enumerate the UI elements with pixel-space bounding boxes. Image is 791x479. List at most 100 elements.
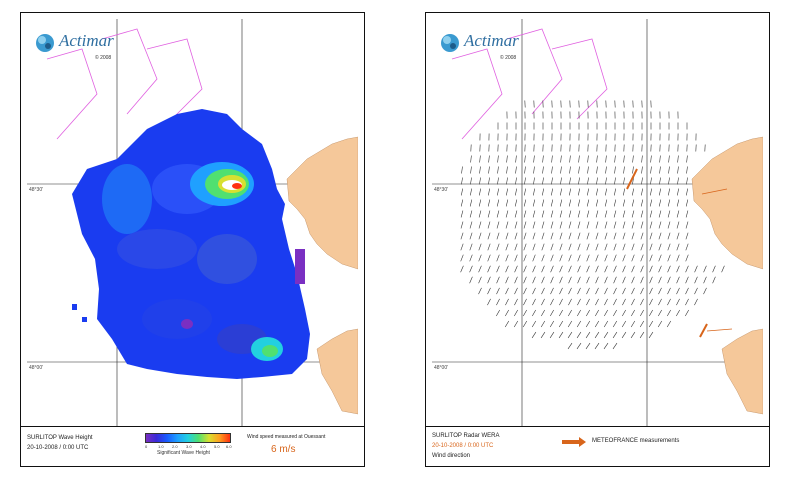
wind-vector	[478, 232, 482, 240]
wind-vector	[550, 254, 554, 262]
wind-vector	[587, 166, 589, 174]
wind-vector	[568, 232, 572, 240]
wind-vector	[532, 254, 536, 262]
wind-vector	[658, 265, 662, 273]
wind-vector	[631, 254, 635, 262]
wind-vector	[541, 199, 545, 207]
colorbar-tick: 2.0	[172, 444, 178, 449]
wind-vector	[514, 232, 518, 240]
wind-vector	[649, 276, 653, 284]
wind-vector	[631, 265, 635, 273]
wind-vector	[668, 166, 670, 174]
wind-vector	[659, 188, 661, 196]
wind-vector	[514, 199, 518, 207]
wind-vector	[567, 331, 573, 339]
wind-vector	[648, 320, 654, 328]
wind-vector	[533, 177, 535, 185]
wind-vector	[594, 331, 600, 339]
wind-vector	[505, 276, 509, 284]
wind-vector	[658, 232, 662, 240]
logo-year: © 2008	[95, 55, 112, 61]
wind-vector	[631, 298, 635, 306]
wind-vector	[469, 210, 473, 218]
wind-vector	[640, 254, 644, 262]
wind-vector	[604, 309, 608, 317]
wind-vector	[676, 232, 680, 240]
wind-vector	[649, 265, 653, 273]
wind-vector	[668, 155, 670, 163]
wind-vector	[460, 199, 464, 207]
wind-vector	[505, 254, 509, 262]
measurement-arrow-icon	[562, 437, 586, 447]
wind-vector	[585, 342, 591, 350]
wind-vector	[604, 265, 608, 273]
wind-vector	[676, 243, 680, 251]
wind-vector	[549, 320, 555, 328]
wind-vector	[576, 331, 582, 339]
wind-vector	[478, 265, 482, 273]
wind-vector	[515, 166, 517, 174]
actimar-logo-icon	[441, 34, 459, 52]
wind-vector	[478, 243, 482, 251]
wind-vector	[532, 265, 536, 273]
wind-vector	[496, 309, 500, 317]
wind-vector	[659, 177, 661, 185]
wind-vector	[559, 243, 563, 251]
wind-vector	[694, 287, 698, 295]
wind-vector	[586, 276, 590, 284]
wind-vector	[712, 265, 716, 273]
wind-vector	[703, 265, 707, 273]
wind-vector	[550, 221, 554, 229]
wind-vector	[649, 199, 653, 207]
wind-vector	[541, 243, 545, 251]
wind-vector	[640, 287, 644, 295]
wind-vector	[640, 276, 644, 284]
wind-vector	[694, 265, 698, 273]
wind-vector	[650, 155, 652, 163]
wave-height-field	[72, 109, 310, 379]
wind-vector	[640, 232, 644, 240]
wind-vector	[568, 221, 572, 229]
wind-vector	[550, 276, 554, 284]
wind-vector	[497, 166, 499, 174]
wind-vector	[533, 155, 535, 163]
wind-vector	[658, 221, 662, 229]
wind-vector	[667, 199, 671, 207]
colorbar-tick: 1.0	[158, 444, 164, 449]
wind-vector	[622, 276, 626, 284]
wind-vector	[470, 188, 472, 196]
wind-vector	[685, 221, 689, 229]
wind-vector-field	[460, 100, 725, 350]
wind-vector	[478, 199, 482, 207]
colorbar-label: Significant Wave Height	[157, 450, 210, 456]
wind-vector	[640, 265, 644, 273]
colorbar-tick: 3.0	[186, 444, 192, 449]
wind-vector	[631, 287, 635, 295]
wind-vector	[541, 298, 545, 306]
wind-vector	[658, 276, 662, 284]
wind-vector	[560, 166, 562, 174]
wind-vector	[613, 309, 617, 317]
wind-vector	[478, 210, 482, 218]
wind-vector	[631, 276, 635, 284]
wind-vector	[524, 155, 526, 163]
wind-vector	[595, 298, 599, 306]
wind-vector	[523, 276, 527, 284]
wind-vector	[569, 177, 571, 185]
wind-vector	[596, 188, 598, 196]
wind-vector	[649, 232, 653, 240]
wind-vector	[558, 331, 564, 339]
wind-vector	[595, 265, 599, 273]
wind-vector	[532, 210, 536, 218]
wind-vector	[639, 331, 645, 339]
wind-vector	[676, 254, 680, 262]
wind-vector	[506, 177, 508, 185]
colorbar-tick: 6.0	[226, 444, 232, 449]
wind-vector	[478, 287, 482, 295]
wind-vector	[559, 287, 563, 295]
wind-vector	[524, 177, 526, 185]
wind-vector	[604, 298, 608, 306]
wind-vector	[587, 177, 589, 185]
wind-vector	[595, 221, 599, 229]
wind-vector	[686, 166, 688, 174]
